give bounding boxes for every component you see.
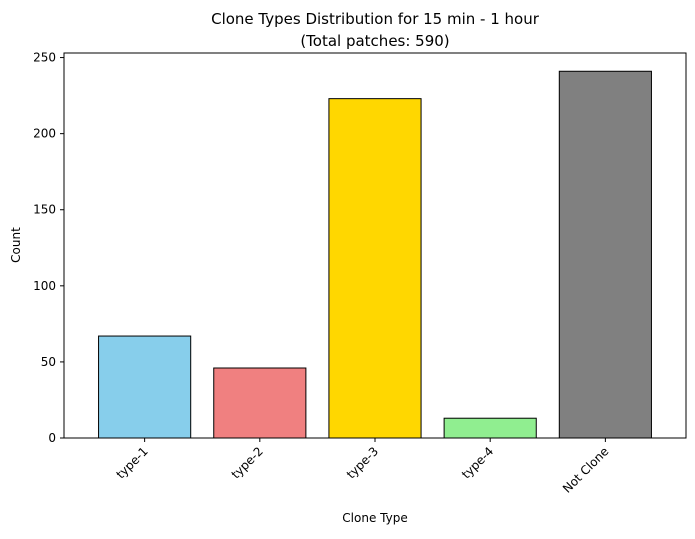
x-tick-label: type-1	[113, 444, 150, 481]
y-tick-label: 150	[33, 203, 56, 217]
bar-not-clone	[558, 70, 652, 439]
x-tick-label: type-4	[459, 444, 496, 481]
x-tick-label: type-2	[229, 444, 266, 481]
y-axis-ticks: 0 50 100 150 200 250	[33, 51, 64, 445]
y-tick-label: 0	[48, 431, 56, 445]
y-axis-label: Count	[9, 227, 23, 263]
bars-group	[98, 70, 652, 439]
y-tick-label: 100	[33, 279, 56, 293]
x-tick-label: Not Clone	[560, 444, 612, 496]
plot-frame	[63, 52, 687, 439]
y-tick-label: 250	[33, 51, 56, 65]
bar-type-2	[213, 367, 307, 439]
x-tick-label: type-3	[344, 444, 381, 481]
x-axis-ticks: type-1 type-2 type-3 type-4 Not Clone	[113, 438, 611, 496]
bar-type-3	[328, 98, 422, 439]
bar-type-4	[443, 417, 537, 439]
x-axis-label: Clone Type	[342, 511, 407, 525]
chart-title: Clone Types Distribution for 15 min - 1 …	[211, 10, 540, 28]
chart-subtitle: (Total patches: 590)	[300, 32, 449, 50]
y-tick-label: 200	[33, 127, 56, 141]
y-tick-label: 50	[41, 355, 56, 369]
bar-type-1	[98, 335, 192, 439]
